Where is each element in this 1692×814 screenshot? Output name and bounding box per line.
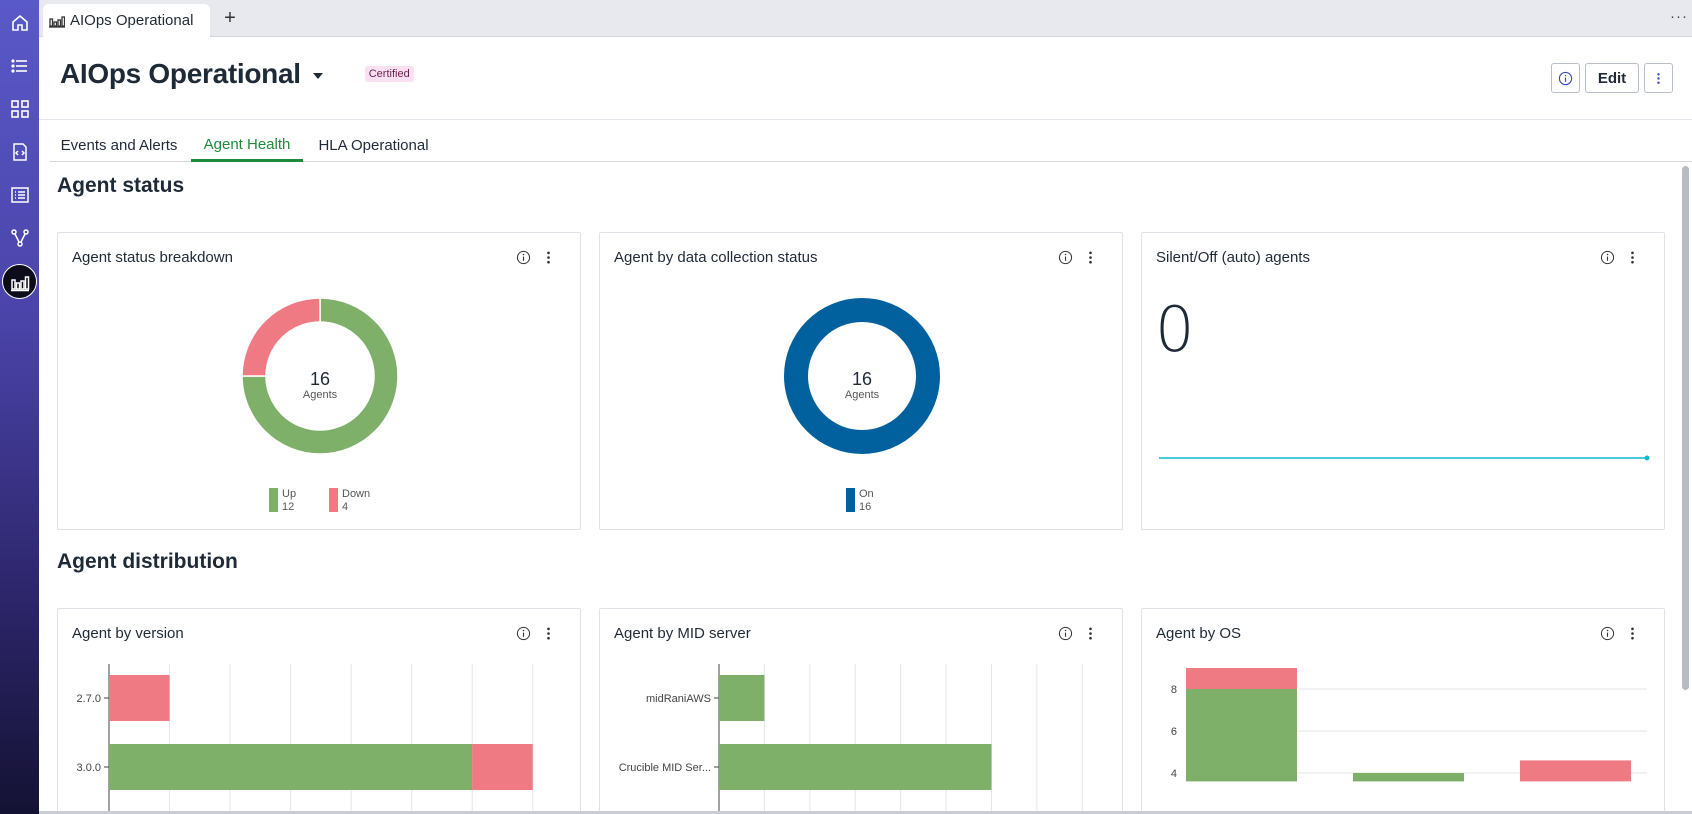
new-tab-button[interactable]: + [224, 7, 236, 29]
more-actions-button[interactable] [1644, 63, 1673, 93]
y-tick-label: Crucible MID Ser... [619, 762, 711, 774]
bar-up[interactable] [109, 744, 473, 790]
status-donut-chart: 16 Agents Up 12 Down 4 [241, 297, 399, 513]
bar-up[interactable] [1353, 773, 1464, 782]
y-tick-label: 3.0.0 [77, 762, 101, 774]
section-title-agent-distribution: Agent distribution [57, 550, 238, 573]
code-file-icon[interactable] [6, 138, 33, 165]
bar-up[interactable] [719, 675, 765, 721]
donut-slice-up[interactable] [241, 297, 399, 455]
legend-value-up: 12 [282, 501, 294, 513]
browser-tab-strip: AIOps Operational + ··· [39, 0, 1692, 37]
info-icon[interactable] [1600, 626, 1615, 641]
version-bar-chart: 2.7.0 3.0.0 [77, 664, 534, 814]
card-agent-status-breakdown: 16 Agents Up 12 Down 4 Agent status brea… [57, 232, 581, 530]
legend-swatch-down [329, 488, 338, 512]
tab-agent-health[interactable]: Agent Health [191, 130, 303, 162]
y-tick-label: 8 [1171, 684, 1177, 696]
silent-agents-count: 0 [1155, 293, 1195, 366]
dashboard-tab-icon [49, 15, 65, 28]
legend-label-on: On [859, 488, 874, 500]
os-bar-chart: 8 6 4 [1171, 668, 1647, 782]
info-button[interactable] [1551, 63, 1580, 93]
card-title: Agent by MID server [614, 625, 751, 642]
grid-icon[interactable] [6, 95, 33, 122]
more-vertical-icon[interactable] [541, 250, 556, 265]
card-agent-by-os: 8 6 4 Agent by OS [1141, 608, 1665, 814]
more-vertical-icon[interactable] [1625, 250, 1640, 265]
document-tab-label: AIOps Operational [70, 12, 194, 29]
y-tick-label: 6 [1171, 726, 1177, 738]
info-icon [1558, 71, 1573, 85]
more-horizontal-icon[interactable]: ··· [1670, 8, 1688, 25]
y-tick-label: 2.7.0 [77, 693, 101, 705]
list-icon[interactable] [6, 52, 33, 79]
donut-slices [241, 297, 399, 455]
card-title: Silent/Off (auto) agents [1156, 249, 1310, 266]
scrollbar-thumb[interactable] [1682, 166, 1689, 690]
document-tab[interactable]: AIOps Operational [43, 4, 210, 37]
donut-center-label: Agents [845, 389, 880, 401]
card-title: Agent by version [72, 625, 184, 642]
donut-center-value: 16 [310, 369, 330, 389]
legend-swatch-on [846, 488, 855, 512]
card-title: Agent by OS [1156, 625, 1242, 642]
bar-up[interactable] [1186, 689, 1297, 782]
bar-down[interactable] [1186, 668, 1297, 689]
scrollbar[interactable] [1680, 164, 1690, 814]
card-agent-by-version: 2.7.0 3.0.0 Agent by version [57, 608, 581, 814]
info-icon[interactable] [516, 250, 531, 265]
y-tick-label: 4 [1171, 768, 1177, 780]
dashboard-icon[interactable] [2, 264, 37, 299]
info-icon[interactable] [1058, 626, 1073, 641]
workflow-icon[interactable] [6, 224, 33, 251]
left-rail [0, 0, 39, 814]
info-icon[interactable] [1058, 250, 1073, 265]
certified-badge: Certified [364, 66, 414, 82]
y-tick-label: midRaniAWS [646, 693, 711, 705]
info-icon[interactable] [516, 626, 531, 641]
dashboard-tabs: Events and Alerts Agent Health HLA Opera… [50, 130, 1692, 162]
card-agent-data-collection: 16 Agents On 16 Agent by data collection… [599, 232, 1123, 530]
edit-button[interactable]: Edit [1585, 63, 1639, 93]
more-vertical-icon[interactable] [1083, 250, 1098, 265]
more-vertical-icon[interactable] [1625, 626, 1640, 641]
silent-trend-line [1159, 455, 1650, 461]
tab-hla-operational[interactable]: HLA Operational [318, 137, 429, 154]
page-title: AIOps Operational [60, 58, 301, 89]
card-silent-off-agents: Silent/Off (auto) agents 0 [1141, 232, 1665, 530]
more-vertical-icon[interactable] [541, 626, 556, 641]
legend-label-down: Down [342, 488, 370, 500]
more-vertical-icon[interactable] [1083, 626, 1098, 641]
card-title: Agent by data collection status [614, 249, 818, 266]
bar-down[interactable] [109, 675, 170, 721]
card-title: Agent status breakdown [72, 249, 233, 266]
tab-events-and-alerts[interactable]: Events and Alerts [60, 137, 178, 154]
bottom-edge [39, 811, 1692, 814]
donut-slice-on[interactable] [784, 298, 940, 454]
mid-bar-chart: midRaniAWS Crucible MID Ser... [619, 664, 1083, 814]
page-header: AIOps Operational Certified [60, 58, 414, 90]
bar-up[interactable] [719, 744, 992, 790]
legend-value-on: 16 [859, 501, 871, 513]
card-agent-by-mid-server: midRaniAWS Crucible MID Ser... Agent by M… [599, 608, 1123, 814]
more-vertical-icon [1657, 72, 1660, 84]
legend-value-down: 4 [342, 501, 348, 513]
caret-down-icon[interactable] [312, 73, 323, 79]
donut-slices [784, 298, 940, 454]
donut-slice-down[interactable] [241, 297, 321, 377]
legend-swatch-up [269, 488, 278, 512]
donut-center-value: 16 [852, 369, 872, 389]
donut-center-label: Agents [303, 389, 338, 401]
section-title-agent-status: Agent status [57, 174, 185, 197]
bar-down[interactable] [472, 744, 533, 790]
trend-end-point [1644, 455, 1650, 461]
form-list-icon[interactable] [6, 181, 33, 208]
legend-label-up: Up [282, 488, 296, 500]
header-divider [39, 119, 1692, 120]
home-icon[interactable] [6, 9, 33, 36]
bar-down[interactable] [1520, 760, 1631, 782]
info-icon[interactable] [1600, 250, 1615, 265]
collection-donut-chart: 16 Agents On 16 [784, 298, 940, 513]
